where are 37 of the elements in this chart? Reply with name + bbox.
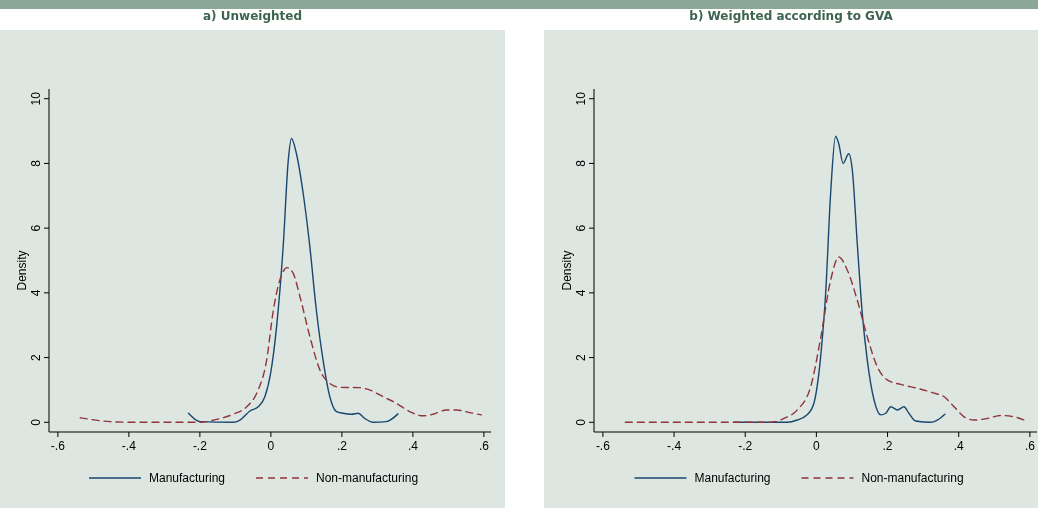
x-tick-label: -.4 — [121, 439, 137, 453]
x-tick-label: .2 — [882, 439, 893, 453]
x-tick-label: 0 — [267, 439, 275, 453]
line-series — [187, 137, 399, 423]
legend-label: Manufacturing — [694, 471, 771, 485]
x-tick-label: .6 — [478, 439, 490, 453]
y-tick-label: 8 — [574, 159, 588, 167]
line-series — [79, 266, 483, 423]
y-tick-label: 4 — [29, 289, 43, 297]
chart-title: b) Weighted according to GVA — [689, 9, 894, 23]
x-tick-label: .4 — [407, 439, 419, 453]
x-tick-label: -.6 — [50, 439, 66, 453]
x-tick-label: -.6 — [595, 439, 611, 453]
y-tick-label: 0 — [29, 418, 43, 426]
x-tick-label: .4 — [953, 439, 965, 453]
x-tick-label: -.2 — [192, 439, 208, 453]
legend-label: Non-manufacturing — [316, 471, 419, 485]
y-tick-label: 2 — [29, 353, 43, 361]
y-tick-label: 2 — [574, 353, 588, 361]
line-series — [624, 256, 1025, 423]
x-tick-label: -.4 — [667, 439, 682, 453]
y-tick-label: 10 — [574, 91, 588, 106]
y-tick-label: 10 — [29, 91, 43, 106]
y-tick-label: 6 — [29, 224, 43, 232]
x-tick-label: .2 — [336, 439, 348, 453]
y-tick-label: 0 — [574, 418, 588, 426]
x-tick-label: 0 — [813, 439, 821, 453]
y-tick-label: 8 — [29, 159, 43, 167]
y-tick-label: 6 — [574, 224, 588, 232]
x-tick-label: -.2 — [738, 439, 753, 453]
chart-title: a) Unweighted — [203, 9, 302, 23]
legend-label: Manufacturing — [149, 471, 226, 485]
x-tick-label: .6 — [1024, 439, 1036, 453]
y-axis-title: Density — [560, 250, 574, 291]
y-axis-title: Density — [15, 250, 29, 291]
y-tick-label: 4 — [574, 289, 588, 297]
legend-label: Non-manufacturing — [861, 471, 964, 485]
